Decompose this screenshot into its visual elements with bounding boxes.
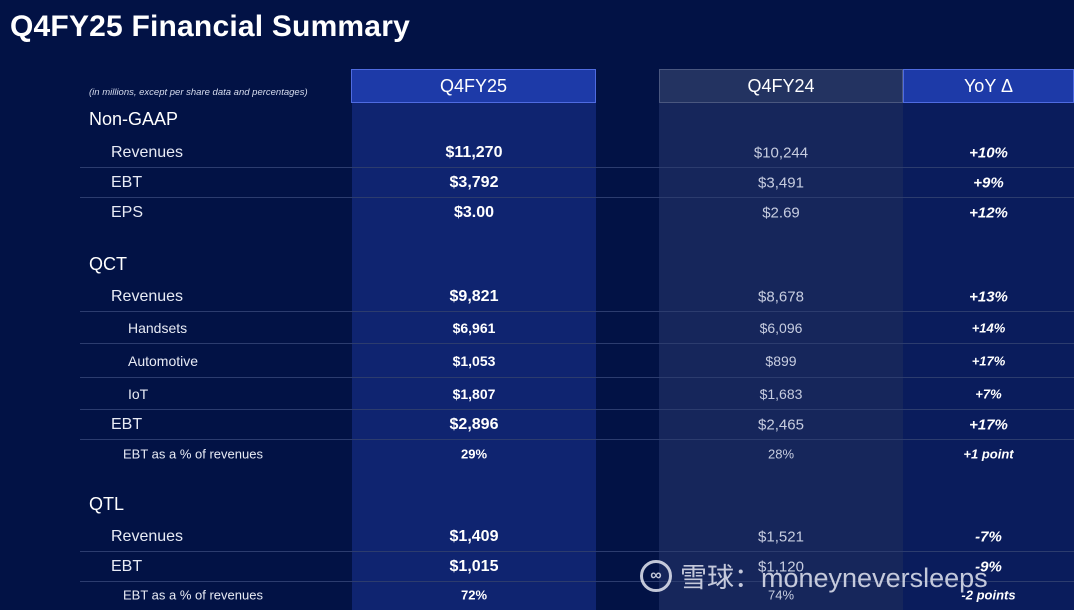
column-band-yoy [903,103,1074,610]
value-q4fy24: $1,683 [759,385,803,402]
value-yoy: +17% [971,353,1006,368]
row-label: EBT [111,415,143,433]
row-label: Revenues [111,527,184,545]
value-q4fy25: $9,821 [449,287,499,305]
row-label: EBT [111,173,143,191]
row-label: EBT as a % of revenues [123,587,263,603]
value-q4fy24: 74% [767,587,795,603]
value-yoy: +14% [971,320,1006,335]
row-label: EPS [111,204,144,221]
row-label: Handsets [128,319,188,336]
value-q4fy25: $2,896 [449,415,499,433]
value-yoy: +12% [969,204,1008,222]
table-row: EBT $3,792 $3,491 +9% [80,168,1074,198]
watermark-text: 雪球：moneyneversleeps [680,563,988,593]
table-row: EPS $3.00 $2.69 +12% [80,198,1074,228]
header-yoy: YoY Δ [903,69,1074,103]
section-qct: QCT [89,254,127,274]
value-q4fy24: $2.69 [762,204,800,222]
value-q4fy25: $3.00 [453,204,495,221]
value-q4fy24: $1,120 [758,558,804,575]
value-q4fy25: $11,270 [445,143,503,161]
table-row: Revenues $9,821 $8,678 +13% [80,282,1074,312]
value-yoy: +13% [969,288,1008,305]
table-row: Revenues $1,409 $1,521 -7% [80,522,1074,552]
value-q4fy24: $10,244 [753,144,809,161]
value-q4fy24: 28% [767,446,795,462]
value-q4fy24: $3,491 [758,174,804,191]
value-q4fy25: $1,053 [452,352,496,369]
page-title: Q4FY25 Financial Summary [10,10,410,43]
row-label: Revenues [111,287,184,305]
section-qtl: QTL [89,494,125,514]
row-label: EBT as a % of revenues [123,446,263,462]
table-row: Revenues $11,270 $10,244 +10% [80,138,1074,168]
row-label: Automotive [128,352,199,369]
value-yoy: +1 point [963,446,1014,462]
value-q4fy24: $6,096 [759,319,803,336]
value-yoy: +7% [975,386,1002,401]
header-q4fy24: Q4FY24 [659,69,903,103]
value-yoy: -9% [975,558,1002,575]
table-row: EBT $1,015 $1,120 -9% [80,552,1074,582]
table-row: Handsets $6,961 $6,096 +14% [80,312,1074,344]
value-q4fy24: $1,521 [758,528,804,545]
row-label: Revenues [111,143,184,161]
value-yoy: +9% [973,174,1004,191]
value-q4fy25: $6,961 [452,319,496,336]
value-q4fy25: $1,409 [449,527,499,545]
value-q4fy25: $1,807 [452,385,496,402]
value-yoy: +10% [969,144,1008,161]
value-yoy: +17% [969,416,1008,433]
row-label: IoT [128,385,149,402]
value-q4fy24: $2,465 [758,416,804,433]
value-q4fy25: 29% [460,446,488,462]
xueqiu-logo-icon: ∞ [640,559,672,592]
table-row: EBT $2,896 $2,465 +17% [80,410,1074,440]
section-non-gaap: Non-GAAP [89,109,179,129]
row-label: EBT [111,557,143,575]
table-row: IoT $1,807 $1,683 +7% [80,378,1074,410]
header-q4fy25: Q4FY25 [351,69,596,103]
value-q4fy24: $8,678 [758,288,804,305]
column-band-q4fy24 [659,103,903,610]
column-band-q4fy25 [352,103,596,610]
value-yoy: -2 points [961,587,1016,603]
value-q4fy25: 72% [460,587,488,603]
value-q4fy25: $3,792 [449,173,499,191]
value-yoy: -7% [975,528,1002,545]
value-q4fy24: $899 [765,352,797,369]
table-row: Automotive $1,053 $899 +17% [80,344,1074,378]
units-note: (in millions, except per share data and … [89,87,308,98]
value-q4fy25: $1,015 [449,557,499,575]
table-row: EBT as a % of revenues 29% 28% +1 point [80,440,1074,468]
table-row: EBT as a % of revenues 72% 74% -2 points [80,582,1074,608]
watermark: ∞ 雪球：moneyneversleeps [640,556,988,595]
